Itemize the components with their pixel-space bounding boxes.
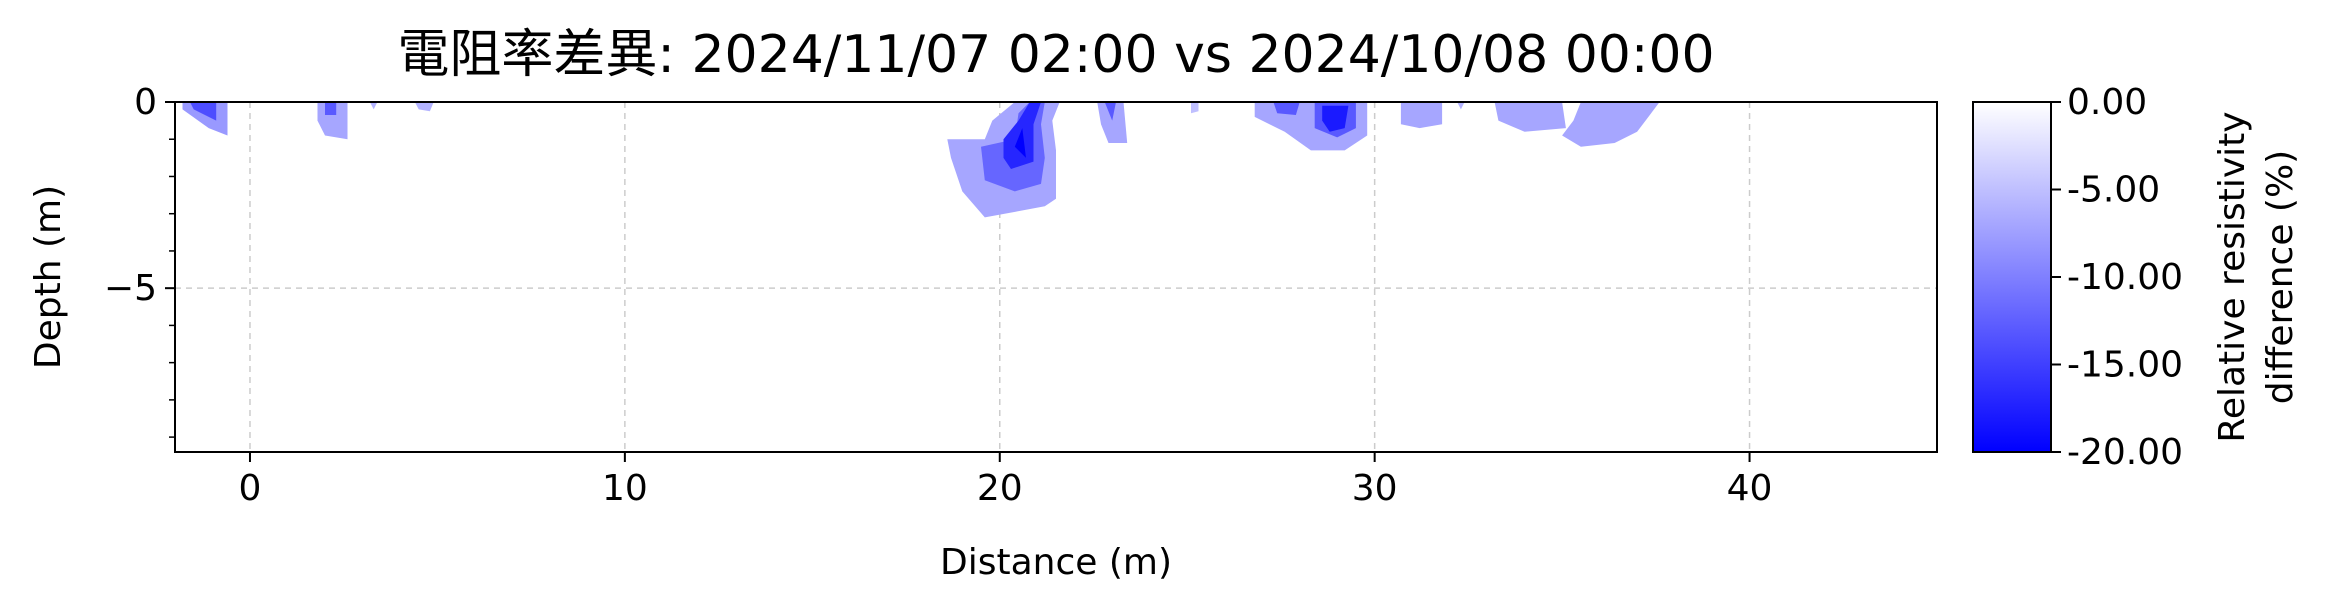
colorbar-label: Relative resistivity difference (%) xyxy=(2212,111,2301,442)
y-tick-label: 0 xyxy=(134,82,157,123)
colorbar xyxy=(1972,101,2052,453)
contour-region xyxy=(1191,102,1199,114)
x-tick-label: 30 xyxy=(1352,468,1398,509)
contour-region xyxy=(182,102,228,136)
colorbar-tick-label: 0.00 xyxy=(2067,82,2147,123)
contour-region xyxy=(1562,102,1660,147)
y-axis-label: Depth (m) xyxy=(28,185,69,369)
contour-region xyxy=(1014,128,1026,158)
contour-region xyxy=(1273,102,1300,115)
colorbar-label-line-1: Relative resistivity xyxy=(2212,111,2253,442)
colorbar-tick-label: -10.00 xyxy=(2067,257,2183,298)
y-tick-label: −5 xyxy=(104,268,157,309)
contour-region xyxy=(1322,105,1349,132)
contour-region xyxy=(1400,102,1443,129)
contour-region xyxy=(369,102,378,110)
contour-region xyxy=(1494,102,1566,132)
chart-title: 電阻率差異: 2024/11/07 02:00 vs 2024/10/08 00… xyxy=(397,25,1714,85)
colorbar-tick-label: -15.00 xyxy=(2067,345,2183,386)
colorbar-ticks: 0.00 -5.00 -10.00 -15.00 -20.00 xyxy=(2051,82,2183,473)
contour-region xyxy=(190,102,217,121)
contour-region xyxy=(1097,102,1128,143)
contour-regions xyxy=(182,102,1660,218)
x-tick-label: 0 xyxy=(239,468,262,509)
y-axis-ticks: 0 −5 xyxy=(104,82,175,438)
x-tick-label: 10 xyxy=(602,468,648,509)
plot-frame xyxy=(174,101,1938,453)
contour-region xyxy=(414,102,434,112)
x-axis-label: Distance (m) xyxy=(940,542,1172,583)
x-axis-ticks: 0 10 20 30 40 xyxy=(239,452,1773,509)
colorbar-label-line-2: difference (%) xyxy=(2260,150,2301,404)
x-tick-label: 40 xyxy=(1727,468,1773,509)
contour-region xyxy=(325,102,337,115)
colorbar-tick-label: -5.00 xyxy=(2067,170,2160,211)
contour-region xyxy=(1104,102,1116,121)
colorbar-tick-label: -20.00 xyxy=(2067,432,2183,473)
contour-region xyxy=(1457,102,1465,110)
x-tick-label: 20 xyxy=(977,468,1023,509)
